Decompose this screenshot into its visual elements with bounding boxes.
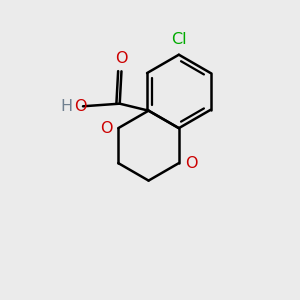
Text: O: O xyxy=(115,51,128,66)
Text: H: H xyxy=(60,99,73,114)
Text: O: O xyxy=(100,121,112,136)
Text: O: O xyxy=(185,156,197,171)
Text: O: O xyxy=(74,99,86,114)
Text: Cl: Cl xyxy=(171,32,187,47)
